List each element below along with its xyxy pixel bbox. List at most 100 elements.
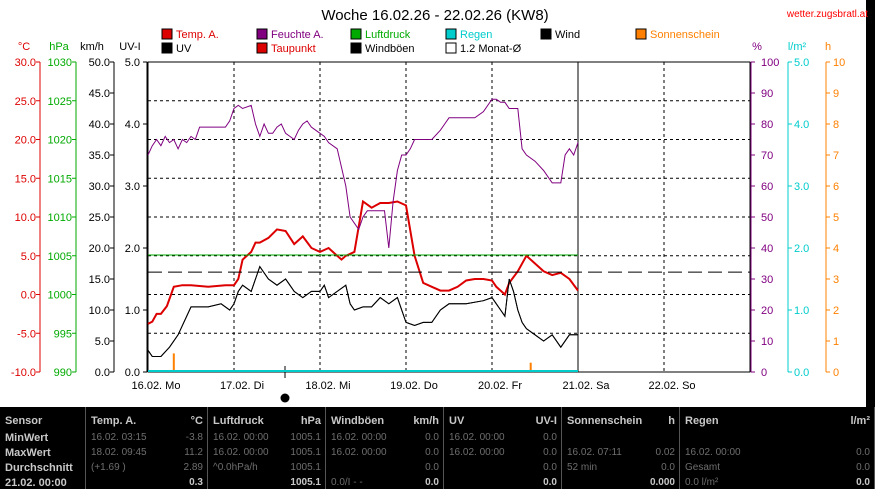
stats-section-title: Temp. A.	[91, 415, 137, 427]
stats-section-unit: l/m²	[850, 415, 870, 427]
stats-section: Regen l/m² 16.02. 00:00 0.0 Gesamt 0.0 0.0 l/m…	[680, 407, 875, 489]
sunshine-bar	[172, 353, 175, 372]
temp-axis-unit: °C	[18, 41, 30, 53]
humidity-tick-label: 70	[761, 150, 773, 162]
stats-cell-value: 0.0	[543, 447, 557, 458]
stats-cell-value: 11.2	[184, 447, 203, 458]
rain-tick-label: 3.0	[794, 181, 809, 193]
stats-cell-value: 0.3	[189, 477, 203, 488]
wind-tick-label: 25.0	[89, 212, 110, 224]
pressure-tick-label: 1010	[48, 212, 72, 224]
stats-section-title: Windböen	[331, 415, 385, 427]
pressure-tick-label: 995	[54, 328, 72, 340]
stats-cell-info: Gesamt	[685, 462, 721, 473]
stats-cell-value: 0.0	[543, 477, 557, 488]
temp-tick-label: 20.0	[15, 135, 36, 147]
stats-row-label: MaxWert	[5, 447, 51, 459]
uv-tick-label: 3.0	[125, 181, 140, 193]
temp-a-series-line	[147, 199, 579, 325]
wind-tick-label: 0.0	[95, 367, 110, 379]
temp-tick-label: 25.0	[15, 96, 36, 108]
legend-swatch	[161, 28, 173, 40]
stats-section-title: Sonnenschein	[567, 415, 643, 427]
sun-tick-label: 0	[833, 367, 839, 379]
humidity-tick-label: 60	[761, 181, 773, 193]
stats-cell-info: (+1.69 )	[91, 462, 126, 473]
sunshine-bar	[529, 362, 532, 372]
sun-tick-label: 3	[833, 274, 839, 286]
stats-cell-value: 0.0	[856, 447, 870, 458]
x-tick-label: 16.02. Mo	[132, 380, 181, 392]
sun-tick-label: 10	[833, 57, 845, 69]
plot-area	[147, 61, 751, 403]
humidity-tick-label: 40	[761, 243, 773, 255]
stats-cell-value: 1005.1	[290, 477, 321, 488]
legend-label: Luftdruck	[365, 29, 411, 41]
feuchte-a-series-line	[147, 98, 579, 249]
pressure-tick-label: 1005	[48, 251, 72, 263]
stats-cell-info: 16.02. 00:00	[449, 447, 505, 458]
temp-tick-label: 0.0	[21, 290, 36, 302]
wind-tick-label: 35.0	[89, 150, 110, 162]
rain-tick-label: 2.0	[794, 243, 809, 255]
axes: 16.02. Mo 17.02. Di 18.02. Mi 19.02. Do 20.0…	[11, 41, 845, 392]
wind-tick-label: 40.0	[89, 119, 110, 131]
stats-cell-info: 16.02. 00:00	[449, 432, 505, 443]
stats-cell-info: 0.0/I - -	[331, 477, 363, 488]
stats-section: Sensor MinWert MaxWert Durchschnitt 21.02. 0…	[0, 407, 86, 489]
uv-tick-label: 0.0	[125, 367, 140, 379]
humidity-tick-label: 90	[761, 88, 773, 100]
stats-section: Temp. A. °C 16.02. 03:15 -3.8 18.02. 09:45 11…	[86, 407, 208, 489]
stats-cell-value: 0.0	[425, 447, 439, 458]
pressure-tick-label: 990	[54, 367, 72, 379]
legend-label: Windböen	[365, 43, 415, 55]
stats-section-unit: h	[668, 415, 675, 427]
uv-axis-unit: UV-I	[119, 41, 140, 53]
uv-tick-label: 1.0	[125, 305, 140, 317]
stats-cell-info: 16.02. 00:00	[331, 432, 387, 443]
stats-section: Windböen km/h 16.02. 00:00 0.0 16.02. 00:00 0…	[326, 407, 444, 489]
pressure-tick-label: 1025	[48, 96, 72, 108]
stats-cell-value: 0.0	[856, 477, 870, 488]
stats-row-label: MinWert	[5, 432, 49, 444]
stats-section: UV UV-I 16.02. 00:00 0.0 16.02. 00:00 0.0 0.0 0…	[444, 407, 562, 489]
sun-tick-label: 7	[833, 150, 839, 162]
statistics-panel: Sensor MinWert MaxWert Durchschnitt 21.02. 0…	[0, 407, 875, 489]
sun-tick-label: 4	[833, 243, 839, 255]
legend-swatch	[256, 42, 268, 54]
sun-tick-label: 5	[833, 212, 839, 224]
stats-cell-value: 1005.1	[290, 432, 321, 443]
stats-section-unit: hPa	[300, 415, 321, 427]
pressure-tick-label: 1015	[48, 173, 72, 185]
stats-section-unit: km/h	[413, 415, 439, 427]
rain-tick-label: 0.0	[794, 367, 809, 379]
site-label[interactable]: wetter.zugsbratl.at	[786, 9, 868, 20]
pressure-tick-label: 1000	[48, 290, 72, 302]
wind-tick-label: 45.0	[89, 88, 110, 100]
legend-label: Wind	[555, 29, 580, 41]
stats-cell-info: 16.02. 00:00	[213, 432, 269, 443]
wind-tick-label: 20.0	[89, 243, 110, 255]
humidity-tick-label: 100	[761, 57, 779, 69]
wind-tick-label: 30.0	[89, 181, 110, 193]
stats-cell-info: 16.02. 00:00	[685, 447, 741, 458]
x-tick-label: 17.02. Di	[220, 380, 264, 392]
temp-tick-label: 10.0	[15, 212, 36, 224]
legend-label: Sonnenschein	[650, 29, 720, 41]
legend-swatch	[161, 42, 173, 54]
wind-axis-unit: km/h	[80, 41, 104, 53]
stats-section-unit: °C	[190, 415, 203, 427]
rain-tick-label: 4.0	[794, 119, 809, 131]
stats-cell-value: 2.89	[183, 462, 203, 473]
humidity-tick-label: 0	[761, 367, 767, 379]
stats-section: Sonnenschein h 16.02. 07:11 0.02 52 min 0.0 0.…	[562, 407, 680, 489]
uv-tick-label: 4.0	[125, 119, 140, 131]
stats-cell-info: 16.02. 00:00	[213, 447, 269, 458]
stats-cell-value: 1005.1	[290, 447, 321, 458]
legend-label: Taupunkt	[271, 43, 316, 55]
stats-cell-value: -3.8	[185, 432, 203, 443]
temp-tick-label: 30.0	[15, 57, 36, 69]
legend-label: UV	[176, 43, 192, 55]
legend-swatch	[445, 42, 457, 54]
chart-title: Woche 16.02.26 - 22.02.26 (KW8)	[321, 7, 548, 24]
